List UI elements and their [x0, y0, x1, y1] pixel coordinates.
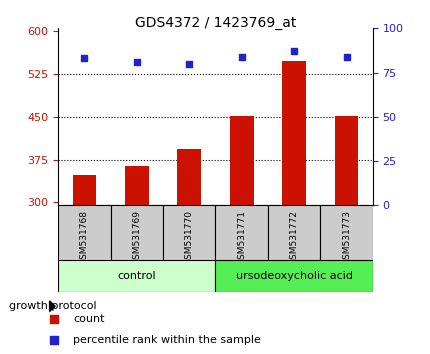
Text: GDS4372 / 1423769_at: GDS4372 / 1423769_at [135, 16, 295, 30]
Bar [215, 205, 267, 260]
Bar [125, 166, 148, 205]
Text: ursodeoxycholic acid: ursodeoxycholic acid [235, 271, 352, 281]
Point [133, 59, 140, 65]
Bar [58, 205, 111, 260]
Text: count: count [73, 314, 104, 324]
Bar [282, 61, 305, 205]
Text: GSM531771: GSM531771 [237, 210, 246, 265]
Text: growth protocol: growth protocol [9, 301, 96, 311]
Text: GSM531768: GSM531768 [80, 210, 89, 265]
Text: control: control [117, 271, 156, 281]
Bar [267, 205, 319, 260]
Bar [229, 116, 253, 205]
Bar [319, 205, 372, 260]
Bar [72, 175, 96, 205]
Bar [111, 205, 163, 260]
Text: GSM531769: GSM531769 [132, 210, 141, 265]
Point [81, 56, 88, 61]
Bar [177, 149, 201, 205]
Point [342, 54, 349, 59]
Text: GSM531770: GSM531770 [184, 210, 194, 265]
Bar [215, 260, 372, 292]
Bar [58, 260, 215, 292]
Bar [334, 116, 358, 205]
Polygon shape [49, 301, 55, 312]
Point [290, 48, 297, 54]
Point [51, 337, 58, 343]
Text: GSM531772: GSM531772 [289, 210, 298, 264]
Text: percentile rank within the sample: percentile rank within the sample [73, 335, 261, 345]
Point [51, 316, 58, 321]
Text: GSM531773: GSM531773 [341, 210, 350, 265]
Bar [163, 205, 215, 260]
Point [185, 61, 192, 67]
Point [238, 54, 245, 59]
